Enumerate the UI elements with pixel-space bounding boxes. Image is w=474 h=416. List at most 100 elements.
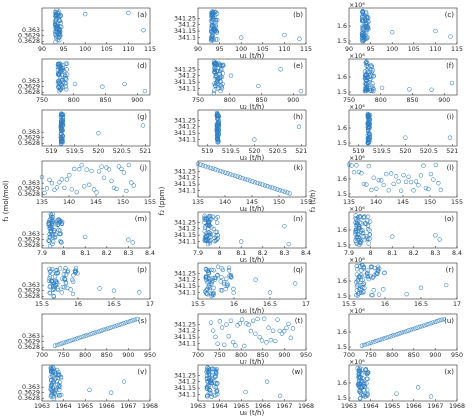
x-tick-label: 1963 [341, 403, 357, 410]
data-point [48, 212, 53, 217]
panel-label: (k) [293, 164, 303, 172]
data-point [213, 393, 218, 398]
data-point [213, 75, 218, 80]
x-tick-label: 8.2 [409, 250, 419, 257]
x-tick-label: 8.3 [279, 250, 289, 257]
data-point [233, 343, 238, 348]
data-point [354, 241, 360, 247]
data-point [73, 270, 78, 275]
data-point [49, 225, 54, 230]
data-point [368, 74, 373, 79]
data-point [426, 186, 431, 192]
y-tick-label: 0.3629 [18, 390, 40, 397]
data-point [367, 236, 372, 241]
y-tick-label: 1.5 [337, 242, 347, 249]
x-tick-label: 150 [273, 199, 285, 206]
data-point [213, 83, 218, 89]
axes-frame [197, 364, 307, 402]
data-point [215, 128, 220, 134]
data-point [82, 184, 87, 189]
data-point [217, 75, 223, 81]
x-tick-label: 155 [300, 199, 312, 206]
data-point [356, 169, 362, 175]
data-point [362, 214, 367, 219]
data-point [355, 382, 361, 387]
data-point [277, 188, 283, 193]
data-point [50, 218, 55, 223]
data-point [56, 61, 62, 67]
x-tick-label: 7.9 [193, 250, 203, 257]
data-point [417, 324, 422, 330]
data-point [210, 10, 215, 16]
data-point [368, 340, 374, 345]
data-point [57, 393, 62, 398]
data-point [86, 182, 92, 187]
x-tick-label: 900 [122, 352, 134, 359]
data-point [388, 334, 393, 339]
x-tick-label: 140 [370, 199, 382, 206]
data-point [370, 292, 375, 298]
data-point [286, 321, 291, 327]
data-point [403, 135, 408, 140]
data-point [51, 239, 56, 244]
data-point [86, 332, 91, 338]
data-point [59, 177, 65, 182]
data-point [202, 213, 207, 219]
y-tick-label: 0.363 [22, 384, 40, 391]
data-point [215, 233, 220, 238]
data-point [359, 268, 364, 273]
panel-label: (h) [293, 113, 303, 121]
data-point [365, 25, 371, 30]
panel-label: (t) [295, 317, 303, 325]
data-point [364, 182, 369, 187]
data-point [62, 285, 67, 290]
x-tick-label: 800 [79, 352, 91, 359]
data-point [260, 182, 265, 187]
data-point [123, 320, 129, 325]
data-point [209, 36, 215, 41]
data-point [432, 319, 438, 325]
data-point [55, 286, 60, 291]
data-point [64, 87, 69, 92]
data-point [63, 339, 69, 345]
x-tick-label: 900 [131, 97, 143, 104]
data-point [423, 185, 429, 191]
data-point [257, 181, 263, 187]
data-point [74, 189, 79, 195]
y-tick-label: 341.25 [174, 117, 196, 124]
data-point [265, 184, 270, 189]
data-point [47, 269, 53, 275]
data-point [239, 35, 244, 40]
data-point [401, 172, 406, 178]
data-point [255, 180, 260, 186]
data-point [74, 336, 80, 341]
data-point [360, 24, 365, 29]
x-tick-label: 520.5 [420, 148, 438, 155]
data-point [394, 391, 399, 396]
data-point [441, 316, 447, 322]
data-point [266, 325, 271, 330]
data-point [200, 163, 206, 168]
data-point [54, 7, 59, 13]
data-point [354, 220, 360, 225]
data-point [355, 366, 360, 371]
data-point [238, 175, 243, 180]
data-point [204, 274, 209, 280]
data-point [235, 174, 240, 179]
data-point [366, 115, 371, 120]
data-point [262, 183, 268, 188]
axes-frame [348, 313, 458, 351]
data-point [259, 338, 265, 343]
data-point [360, 27, 365, 32]
data-point [355, 277, 361, 283]
data-point [211, 328, 216, 333]
x-tick-label: 750 [58, 352, 70, 359]
y-tick-label: 341.25 [174, 372, 196, 379]
y-tick-label: 1.5 [337, 140, 347, 147]
data-point [369, 69, 374, 75]
data-point [111, 288, 117, 293]
y-tick-label: 0.363 [22, 282, 40, 289]
x-tick-label: 800 [235, 352, 247, 359]
x-axis-label: u₃ (t/h) [240, 154, 265, 162]
data-point [129, 180, 134, 185]
